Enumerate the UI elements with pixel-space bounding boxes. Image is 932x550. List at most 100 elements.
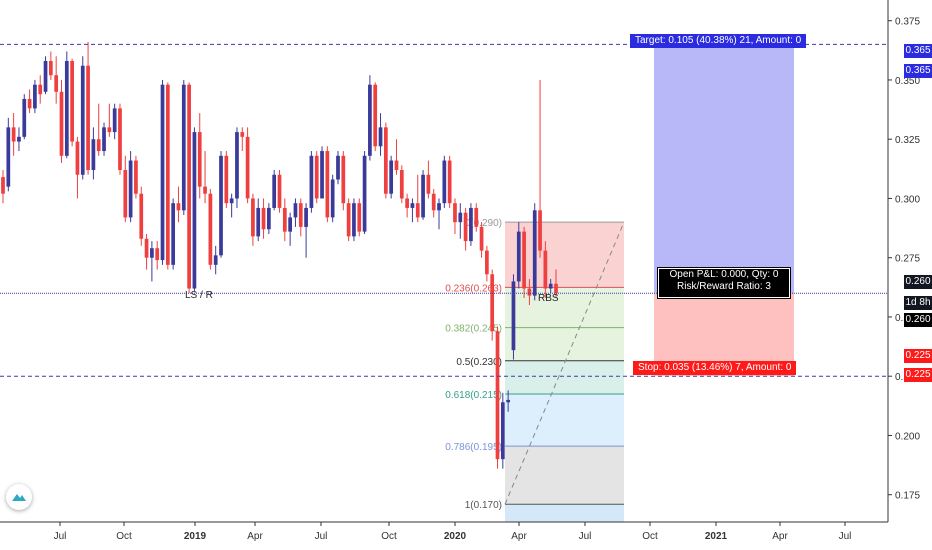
candle-body[interactable] [245, 136, 250, 199]
candle-body[interactable] [6, 127, 11, 187]
candle-body[interactable] [144, 238, 149, 258]
stop-label[interactable]: Stop: 0.035 (13.46%) 7, Amount: 0 [633, 361, 797, 375]
candle-body[interactable] [128, 160, 133, 218]
candle-body[interactable] [304, 207, 308, 227]
candle-body[interactable] [64, 60, 69, 156]
candle-body[interactable] [378, 127, 383, 147]
candle-body[interactable] [394, 160, 399, 171]
candle-body[interactable] [447, 160, 452, 204]
candle-body[interactable] [160, 84, 165, 261]
candle-body[interactable] [532, 210, 537, 296]
candle-body[interactable] [415, 203, 420, 218]
target-label[interactable]: Target: 0.105 (40.38%) 21, Amount: 0 [630, 34, 807, 48]
candle-body[interactable] [102, 127, 106, 152]
candle-body[interactable] [298, 203, 303, 227]
candle-body[interactable] [453, 203, 457, 223]
candle-body[interactable] [336, 155, 340, 180]
candle-body[interactable] [479, 226, 484, 251]
candle-body[interactable] [527, 288, 532, 296]
candle-body[interactable] [208, 193, 213, 265]
candle-body[interactable] [112, 108, 117, 133]
candle-body[interactable] [410, 203, 415, 208]
candle-body[interactable] [213, 255, 218, 265]
candle-body[interactable] [261, 207, 266, 230]
candle-body[interactable] [224, 155, 229, 204]
candle-body[interactable] [48, 60, 53, 76]
candle-body[interactable] [421, 174, 425, 218]
candle-body[interactable] [277, 174, 282, 208]
candle-body[interactable] [341, 155, 346, 204]
candle-body[interactable] [485, 250, 489, 275]
candle-body[interactable] [192, 132, 197, 289]
candle-body[interactable] [330, 179, 335, 218]
candle-body[interactable] [240, 132, 245, 137]
candle-body[interactable] [139, 193, 144, 239]
candle-body[interactable] [75, 141, 80, 175]
candle-body[interactable] [399, 170, 404, 199]
candle-body[interactable] [474, 207, 479, 227]
candle-body[interactable] [150, 248, 154, 258]
candle-body[interactable] [118, 108, 122, 171]
candle-body[interactable] [219, 155, 223, 256]
candle-body[interactable] [43, 60, 48, 92]
candle-body[interactable] [389, 160, 394, 194]
candle-body[interactable] [11, 127, 16, 142]
candle-body[interactable] [203, 186, 207, 194]
candle-body[interactable] [96, 139, 101, 152]
candle-body[interactable] [442, 160, 447, 204]
candle-body[interactable] [197, 132, 202, 187]
candle-body[interactable] [33, 84, 37, 109]
candle-body[interactable] [548, 283, 553, 289]
candle-body[interactable] [267, 207, 271, 230]
candle-body[interactable] [490, 274, 495, 332]
candle-body[interactable] [229, 198, 234, 204]
candle-body[interactable] [320, 151, 324, 199]
candle-body[interactable] [91, 139, 96, 171]
open-pnl-box[interactable]: Open P&L: 0.000, Qty: 0 Risk/Reward Rati… [658, 268, 790, 298]
candle-body[interactable] [511, 281, 516, 351]
candle-body[interactable] [506, 399, 511, 403]
candle-body[interactable] [405, 198, 409, 208]
candle-body[interactable] [426, 174, 431, 194]
candle-body[interactable] [437, 203, 441, 211]
candle-body[interactable] [288, 217, 292, 232]
candle-body[interactable] [22, 98, 27, 137]
candle-body[interactable] [38, 84, 43, 95]
candle-body[interactable] [368, 84, 372, 156]
fib-trend-line[interactable] [504, 221, 625, 505]
candle-body[interactable] [27, 98, 32, 109]
candle-body[interactable] [357, 203, 362, 232]
candle-body[interactable] [500, 402, 505, 460]
candle-body[interactable] [543, 250, 548, 289]
candle-body[interactable] [516, 231, 521, 282]
candle-body[interactable] [181, 84, 186, 211]
candle-body[interactable] [134, 160, 138, 194]
candle-body[interactable] [256, 207, 261, 237]
candle-body[interactable] [86, 65, 90, 171]
candle-body[interactable] [522, 231, 526, 289]
candle-body[interactable] [54, 75, 59, 92]
candle-body[interactable] [235, 132, 239, 199]
candle-body[interactable] [309, 155, 314, 208]
candle-body[interactable] [17, 136, 21, 142]
candle-body[interactable] [155, 248, 160, 261]
candle-body[interactable] [373, 84, 378, 147]
candle-body[interactable] [70, 60, 74, 142]
candle-body[interactable] [165, 84, 170, 265]
candle-body[interactable] [352, 203, 356, 237]
candle-body[interactable] [171, 203, 176, 265]
candle-body[interactable] [538, 210, 542, 251]
candle-body[interactable] [362, 155, 367, 232]
candle-body[interactable] [431, 193, 436, 211]
profit-zone[interactable] [654, 44, 794, 294]
candle-body[interactable] [123, 170, 128, 218]
candle-body[interactable] [554, 283, 558, 294]
candle-body[interactable] [495, 331, 500, 460]
candle-body[interactable] [272, 174, 277, 208]
candle-body[interactable] [346, 203, 351, 237]
candle-body[interactable] [59, 91, 64, 156]
candle-body[interactable] [187, 84, 191, 289]
candle-body[interactable] [383, 127, 388, 194]
candle-body[interactable] [251, 198, 255, 237]
